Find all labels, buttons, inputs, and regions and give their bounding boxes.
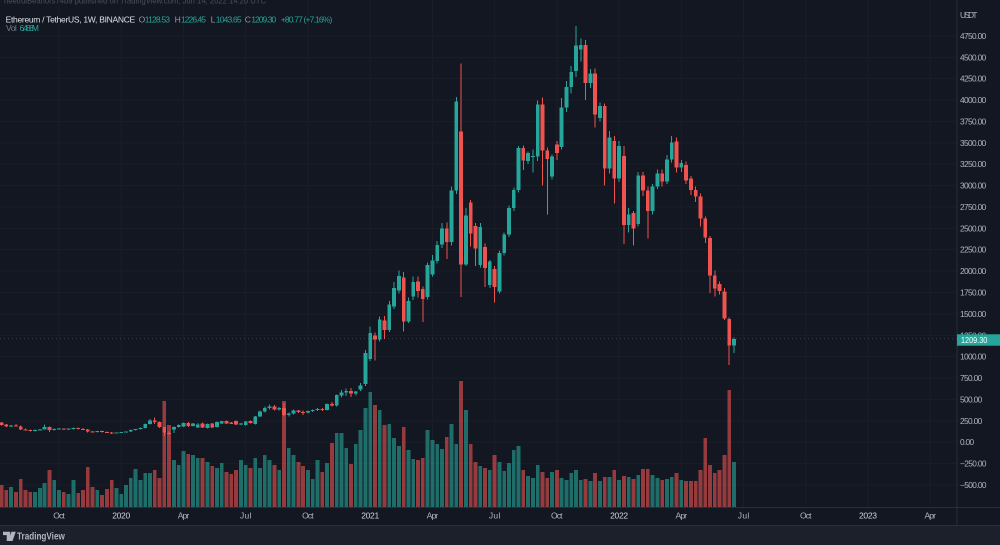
svg-text:−250.00: −250.00 [960,459,987,469]
svg-text:Oct: Oct [53,510,65,520]
svg-text:250.00: 250.00 [960,416,983,426]
svg-text:heetfulBean0rs74b9 published o: heetfulBean0rs74b9 published on TradingV… [4,0,266,6]
svg-text:C: C [245,14,251,24]
svg-text:L: L [211,14,216,24]
svg-text:Jul: Jul [489,510,501,520]
svg-text:USDT: USDT [960,10,978,20]
svg-text:Ethereum / TetherUS, 1W, BINAN: Ethereum / TetherUS, 1W, BINANCE [6,14,136,24]
svg-text:2022: 2022 [610,510,628,520]
svg-text:2000.00: 2000.00 [960,266,987,276]
svg-text:2500.00: 2500.00 [960,223,987,233]
svg-text:1209.30: 1209.30 [251,14,276,24]
svg-text:3000.00: 3000.00 [960,181,987,191]
svg-text:Vol: Vol [6,23,17,33]
svg-text:2750.00: 2750.00 [960,202,987,212]
svg-text:Oct: Oct [551,510,563,520]
svg-text:1209.30: 1209.30 [961,335,988,345]
svg-text:500.00: 500.00 [960,394,983,404]
svg-text:Jul: Jul [738,510,750,520]
svg-text:1226.45: 1226.45 [181,14,206,24]
svg-text:1750.00: 1750.00 [960,288,987,298]
svg-text:Oct: Oct [800,510,812,520]
svg-text:6.488M: 6.488M [20,23,40,33]
svg-text:0.00: 0.00 [960,437,974,447]
svg-text:Jul: Jul [240,510,252,520]
svg-text:2250.00: 2250.00 [960,245,987,255]
svg-text:H: H [175,14,181,24]
svg-text:3250.00: 3250.00 [960,159,987,169]
svg-text:1000.00: 1000.00 [960,352,987,362]
svg-text:3500.00: 3500.00 [960,138,987,148]
svg-text:+80.77 (+7.16%): +80.77 (+7.16%) [281,14,333,24]
svg-text:−500.00: −500.00 [960,480,987,490]
svg-text:3750.00: 3750.00 [960,116,987,126]
svg-text:4500.00: 4500.00 [960,52,987,62]
svg-text:TradingView: TradingView [17,532,65,543]
svg-text:2020: 2020 [112,510,130,520]
svg-text:4750.00: 4750.00 [960,31,987,41]
svg-text:4250.00: 4250.00 [960,74,987,84]
svg-text:750.00: 750.00 [960,373,983,383]
svg-text:1043.65: 1043.65 [216,14,242,24]
svg-text:Apr: Apr [676,510,688,520]
svg-text:Apr: Apr [924,510,936,520]
svg-text:2023: 2023 [859,510,877,520]
svg-text:Apr: Apr [178,510,190,520]
svg-text:1128.53: 1128.53 [145,14,170,24]
svg-text:4000.00: 4000.00 [960,95,987,105]
svg-text:1500.00: 1500.00 [960,309,987,319]
svg-text:Apr: Apr [427,510,439,520]
svg-text:O: O [139,14,146,24]
svg-text:2021: 2021 [361,510,379,520]
svg-text:Oct: Oct [302,510,314,520]
